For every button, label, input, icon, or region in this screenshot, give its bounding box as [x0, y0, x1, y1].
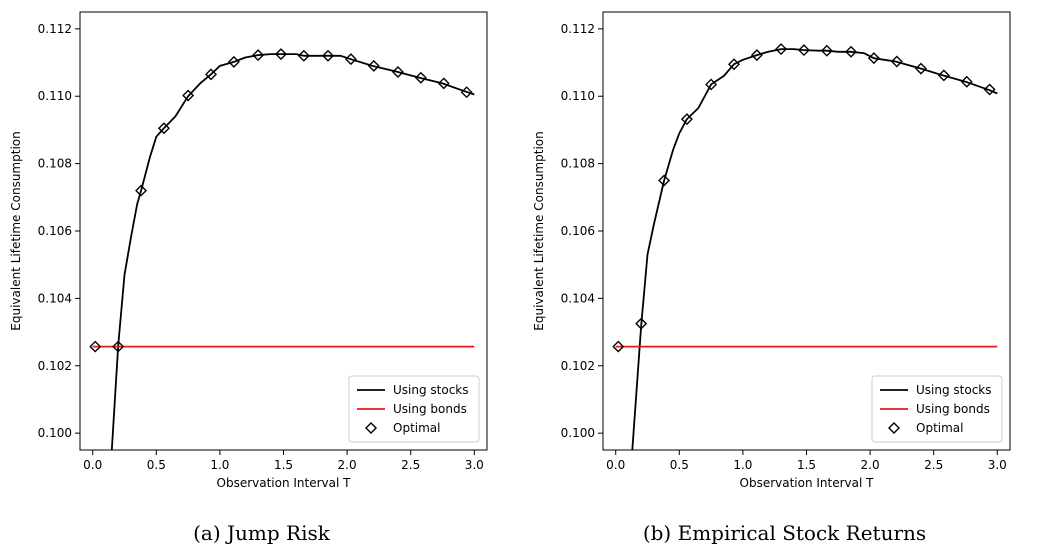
chart-a-y-axis-label: Equivalent Lifetime Consumption: [9, 131, 23, 330]
chart-a-legend-swatch-optimal: [365, 422, 377, 434]
chart-b-optimal-marker: [890, 55, 903, 68]
chart-a-svg: 0.0 0.5 1.0 1.5 2.0 2.5 3.0 0.100 0.102 0.104 0.10…: [9, 11, 488, 490]
chart-a-y-tick-label: 0.100: [38, 426, 72, 440]
chart-a-y-tick-label: 0.108: [38, 157, 72, 171]
chart-a-optimal-marker: [414, 71, 427, 84]
chart-a-y-tick-label: 0.110: [38, 89, 72, 103]
chart-a-optimal-marker: [391, 65, 404, 78]
chart-a-optimal-marker: [252, 49, 265, 62]
chart-b-y-axis-label: Equivalent Lifetime Consumption: [532, 131, 546, 330]
chart-b-x-tick-label: 0.0: [606, 458, 625, 472]
chart-a-y-tick-label: 0.102: [38, 359, 72, 373]
chart-a-y-tick-label: 0.104: [38, 291, 72, 305]
chart-a-optimal-marker: [89, 340, 102, 353]
chart-a-y-tick-label: 0.112: [38, 22, 72, 36]
chart-b-y-tick-label: 0.100: [561, 426, 595, 440]
chart-a-series-using-stocks-line: [110, 53, 475, 450]
chart-b-optimal-marker: [983, 83, 996, 96]
chart-a-y-tick-label: 0.106: [38, 224, 72, 238]
chart-b-x-tick-label: 3.0: [988, 458, 1007, 472]
chart-b-optimal-marker: [845, 45, 858, 58]
chart-a-x-tick-label: 0.0: [83, 458, 102, 472]
chart-a-legend-label-using-stocks: Using stocks: [393, 383, 469, 397]
chart-b-optimal-marker: [797, 44, 810, 57]
chart-a-optimal-marker: [157, 122, 170, 135]
chart-a-legend-label-using-bonds: Using bonds: [393, 402, 467, 416]
chart-b-y-tick-label: 0.112: [561, 22, 595, 36]
chart-a-optimal-marker: [112, 340, 125, 353]
chart-b-optimal-marker: [680, 113, 693, 126]
chart-b-optimal-marker: [658, 174, 671, 187]
chart-a-legend-box: [348, 375, 480, 443]
chart-b-y-tick-label: 0.106: [561, 224, 595, 238]
chart-b-optimal-marker: [705, 78, 718, 91]
chart-a-x-tick-label: 1.5: [274, 458, 293, 472]
chart-b-legend-label-using-stocks: Using stocks: [916, 383, 992, 397]
chart-b-optimal-marker: [914, 62, 927, 75]
chart-b-optimal-marker: [635, 317, 648, 330]
chart-b-optimal-marker: [937, 69, 950, 82]
chart-b-y-tick-label: 0.110: [561, 89, 595, 103]
chart-b-y-tick-label: 0.108: [561, 157, 595, 171]
chart-a-x-tick-label: 2.5: [401, 458, 420, 472]
chart-b-optimal-marker: [750, 49, 763, 62]
chart-b-optimal-marker: [867, 52, 880, 65]
chart-a-optimal-marker: [367, 59, 380, 72]
chart-a-optimal-marker: [344, 53, 357, 66]
chart-b-optimal-marker: [960, 75, 973, 88]
chart-b-x-axis-label: Observation Interval T: [740, 476, 875, 490]
chart-a-optimal-marker: [437, 77, 450, 90]
chart-a-x-tick-label: 0.5: [147, 458, 166, 472]
chart-b-legend-swatch-optimal: [888, 422, 900, 434]
chart-a-optimal-marker: [460, 86, 473, 99]
chart-b-x-tick-label: 1.0: [733, 458, 752, 472]
chart-b-x-tick-label: 2.0: [861, 458, 880, 472]
chart-b-x-tick-label: 2.5: [924, 458, 943, 472]
chart-a-x-axis-label: Observation Interval T: [217, 476, 352, 490]
chart-b-legend-label-optimal: Optimal: [916, 421, 963, 435]
chart-b-y-tick-label: 0.102: [561, 359, 595, 373]
chart-b-legend-label-using-bonds: Using bonds: [916, 402, 990, 416]
chart-b-x-tick-label: 0.5: [670, 458, 689, 472]
chart-a-optimal-marker: [322, 49, 335, 62]
chart-b-y-tick-label: 0.104: [561, 291, 595, 305]
chart-panel-b: 0.0 0.5 1.0 1.5 2.0 2.5 3.0 0.100 0.102 0.104 0.10…: [523, 0, 1046, 556]
chart-a-optimal-marker: [182, 89, 195, 102]
chart-a-legend-label-optimal: Optimal: [393, 421, 440, 435]
chart-b-optimal-marker: [820, 44, 833, 57]
chart-b-svg: 0.0 0.5 1.0 1.5 2.0 2.5 3.0 0.100 0.102 0.104 0.10…: [532, 11, 1011, 490]
chart-b-optimal-marker: [612, 340, 625, 353]
chart-b-x-tick-label: 1.5: [797, 458, 816, 472]
chart-a-optimal-marker: [205, 68, 217, 81]
chart-b-optimal-marker: [728, 58, 740, 71]
chart-panel-a: 0.0 0.5 1.0 1.5 2.0 2.5 3.0 0.100 0.102 0.104 0.10…: [9, 11, 488, 545]
chart-b-caption: (b) Empirical Stock Returns: [642, 521, 927, 545]
chart-a-optimal-marker: [135, 184, 148, 197]
chart-a-x-tick-label: 1.0: [210, 458, 229, 472]
chart-a-x-tick-label: 2.0: [338, 458, 357, 472]
chart-a-x-tick-label: 3.0: [465, 458, 484, 472]
chart-a-optimal-marker: [274, 48, 287, 61]
chart-a-optimal-marker: [227, 55, 240, 68]
chart-a-caption: (a) Jump Risk: [193, 521, 330, 545]
chart-b-optimal-marker: [775, 43, 788, 56]
chart-b-legend-box: [871, 375, 1003, 443]
chart-a-optimal-marker: [297, 49, 310, 62]
